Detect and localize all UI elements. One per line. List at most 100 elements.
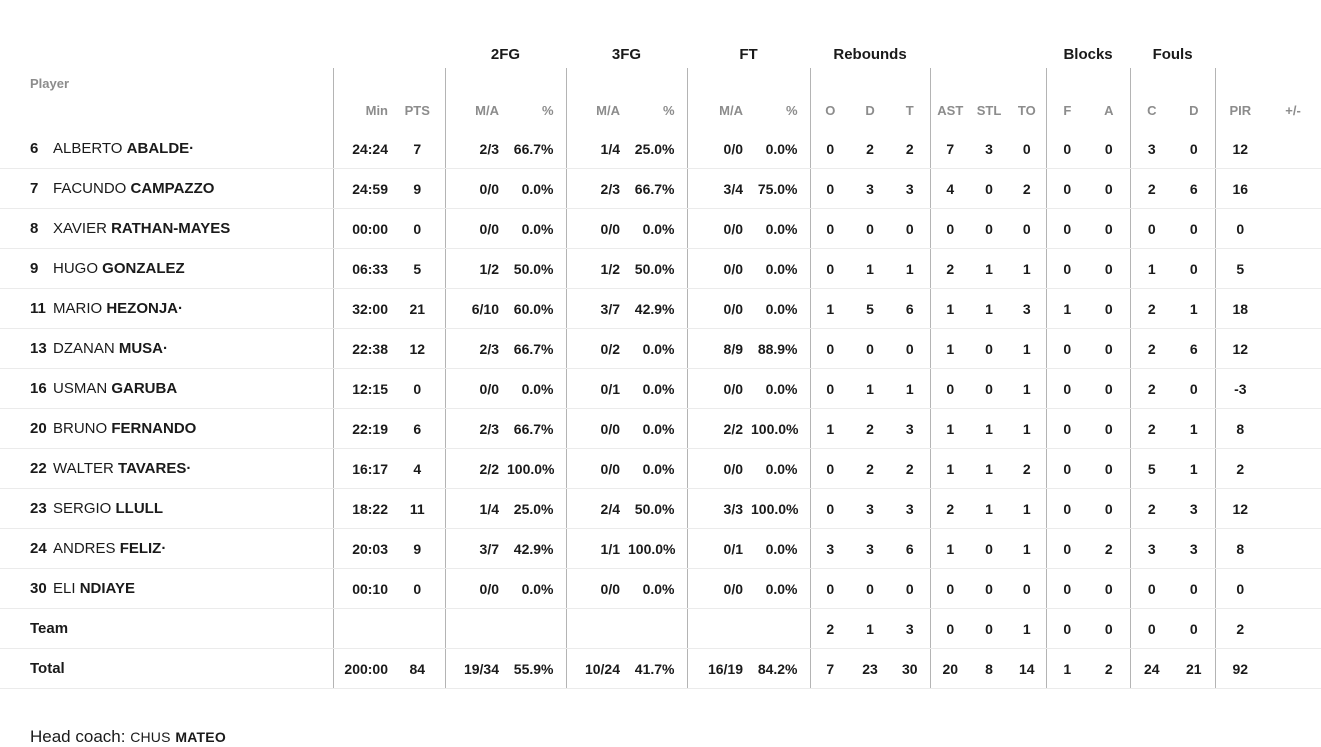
stat-ftma: 8/9 (686, 328, 751, 369)
stat-reb-d: 2 (850, 408, 891, 449)
stat-to: 1 (1008, 248, 1047, 289)
stat-fg3pct: 0.0% (628, 568, 687, 609)
stat-fg2pct: 0.0% (507, 208, 566, 249)
total-row: Total 200:00 84 19/34 55.9% 10/24 41.7% 16/19 84… (0, 648, 1321, 689)
col-header-pts: PTS (404, 103, 430, 118)
stat-ftpct: 88.9% (751, 328, 811, 369)
stat-foul-d: 3 (1173, 488, 1216, 529)
stat-fg2ma: 2/3 (444, 408, 507, 449)
stat-ftma: 0/1 (686, 528, 751, 569)
stat-reb-o: 0 (809, 248, 851, 289)
stat-blk-f: 0 (1045, 129, 1089, 169)
player-name-cell[interactable]: 11 MARIO HEZONJA· (0, 288, 333, 329)
stat-pts: 12 (390, 328, 445, 369)
stat-pts: 0 (390, 368, 445, 409)
group-header-blocks: Blocks (1063, 45, 1113, 63)
player-first-name: ANDRES (53, 540, 120, 557)
stat-blk-f: 0 (1045, 448, 1089, 489)
stat-blk-a: 0 (1088, 608, 1131, 649)
stat-ftpct: 0.0% (751, 528, 811, 569)
stat-blk-a: 0 (1088, 368, 1131, 409)
player-name-cell[interactable]: 8 XAVIER RATHAN-MAYES (0, 208, 333, 249)
player-first-name: XAVIER (53, 220, 112, 237)
stat-fg2ma: 0/0 (444, 208, 507, 249)
stat-min: 200:00 (332, 648, 390, 689)
jersey-number: 22 (30, 460, 47, 477)
stat-pir: 16 (1214, 168, 1266, 209)
jersey-number: 23 (30, 500, 47, 517)
starter-dot: · (161, 540, 167, 557)
stat-pts: 4 (390, 448, 445, 489)
stat-reb-o: 0 (809, 208, 851, 249)
player-name-cell[interactable]: 23 SERGIO LLULL (0, 488, 333, 529)
player-name-cell[interactable]: 16 USMAN GARUBA (0, 368, 333, 409)
stat-plus-minus (1265, 368, 1321, 409)
stat-plus-minus (1265, 208, 1321, 249)
stat-pir: 5 (1214, 248, 1266, 289)
stat-ftpct (751, 608, 811, 649)
jersey-number: 9 (30, 260, 39, 277)
player-name-cell[interactable]: 9 HUGO GONZALEZ (0, 248, 333, 289)
player-name-cell[interactable]: 6 ALBERTO ABALDE· (0, 129, 333, 169)
player-first-name: BRUNO (53, 420, 112, 437)
stat-ftma: 0/0 (686, 368, 751, 409)
stat-stl: 3 (970, 129, 1009, 169)
stat-fg3pct: 50.0% (628, 248, 687, 289)
stat-plus-minus (1265, 288, 1321, 329)
stat-fg2pct: 42.9% (507, 528, 566, 569)
stat-pir: 12 (1214, 488, 1266, 529)
player-name-cell[interactable]: 7 FACUNDO CAMPAZZO (0, 168, 333, 209)
stat-stl: 0 (970, 208, 1009, 249)
player-row: 23 SERGIO LLULL 18:22 11 1/4 25.0% 2/4 50.0% 3/3… (0, 488, 1321, 529)
stat-pts: 7 (390, 129, 445, 169)
stat-fg3pct: 66.7% (628, 168, 687, 209)
stat-foul-d: 0 (1173, 129, 1216, 169)
stat-fg3pct: 42.9% (628, 288, 687, 329)
player-first-name: FACUNDO (53, 180, 131, 197)
stat-fg3ma: 0/0 (565, 208, 628, 249)
player-first-name: HUGO (53, 260, 103, 277)
player-row: 24 ANDRES FELIZ· 20:03 9 3/7 42.9% 1/1 100.0% 0/… (0, 528, 1321, 569)
player-name-cell[interactable]: 22 WALTER TAVARES· (0, 448, 333, 489)
player-name-cell[interactable]: 30 ELI NDIAYE (0, 568, 333, 609)
stat-plus-minus (1265, 488, 1321, 529)
col-header-blk-f: F (1045, 68, 1089, 129)
stat-reb-o: 3 (809, 528, 851, 569)
stat-fg3pct (628, 608, 687, 649)
stat-fg2ma: 2/3 (444, 328, 507, 369)
stat-reb-d: 0 (850, 328, 891, 369)
stat-blk-f: 1 (1045, 648, 1089, 689)
stat-reb-o: 0 (809, 168, 851, 209)
player-name-cell[interactable]: 20 BRUNO FERNANDO (0, 408, 333, 449)
stat-blk-f: 0 (1045, 368, 1089, 409)
stat-to: 2 (1008, 168, 1047, 209)
stat-reb-d: 5 (850, 288, 891, 329)
stat-pir: 12 (1214, 129, 1266, 169)
stat-reb-o: 0 (809, 129, 851, 169)
stat-pts: 5 (390, 248, 445, 289)
stat-foul-d: 1 (1173, 288, 1216, 329)
stat-ftpct: 0.0% (751, 129, 811, 169)
player-name-cell[interactable]: 24 ANDRES FELIZ· (0, 528, 333, 569)
col-header-fg3pct: % (662, 103, 675, 118)
player-last-name: TAVARES (118, 460, 187, 477)
stat-ast: 1 (929, 448, 971, 489)
stat-foul-c: 2 (1129, 408, 1174, 449)
stat-foul-d: 0 (1173, 368, 1216, 409)
stat-foul-c: 3 (1129, 129, 1174, 169)
stat-plus-minus (1265, 448, 1321, 489)
stat-stl: 1 (970, 448, 1009, 489)
stat-to: 1 (1008, 528, 1047, 569)
stat-foul-d: 21 (1173, 648, 1216, 689)
stat-blk-f: 0 (1045, 488, 1089, 529)
stat-stl: 0 (970, 368, 1009, 409)
stat-fg2ma: 6/10 (444, 288, 507, 329)
stat-ast: 0 (929, 208, 971, 249)
stat-to: 1 (1008, 488, 1047, 529)
player-name-cell[interactable]: 13 DZANAN MUSA· (0, 328, 333, 369)
stat-fg3ma: 0/0 (565, 568, 628, 609)
group-header-ft: FT (739, 45, 758, 63)
stat-fg3pct: 100.0% (628, 528, 687, 569)
player-row: 22 WALTER TAVARES· 16:17 4 2/2 100.0% 0/0 0.0% 0… (0, 448, 1321, 489)
stat-blk-a: 0 (1088, 288, 1131, 329)
